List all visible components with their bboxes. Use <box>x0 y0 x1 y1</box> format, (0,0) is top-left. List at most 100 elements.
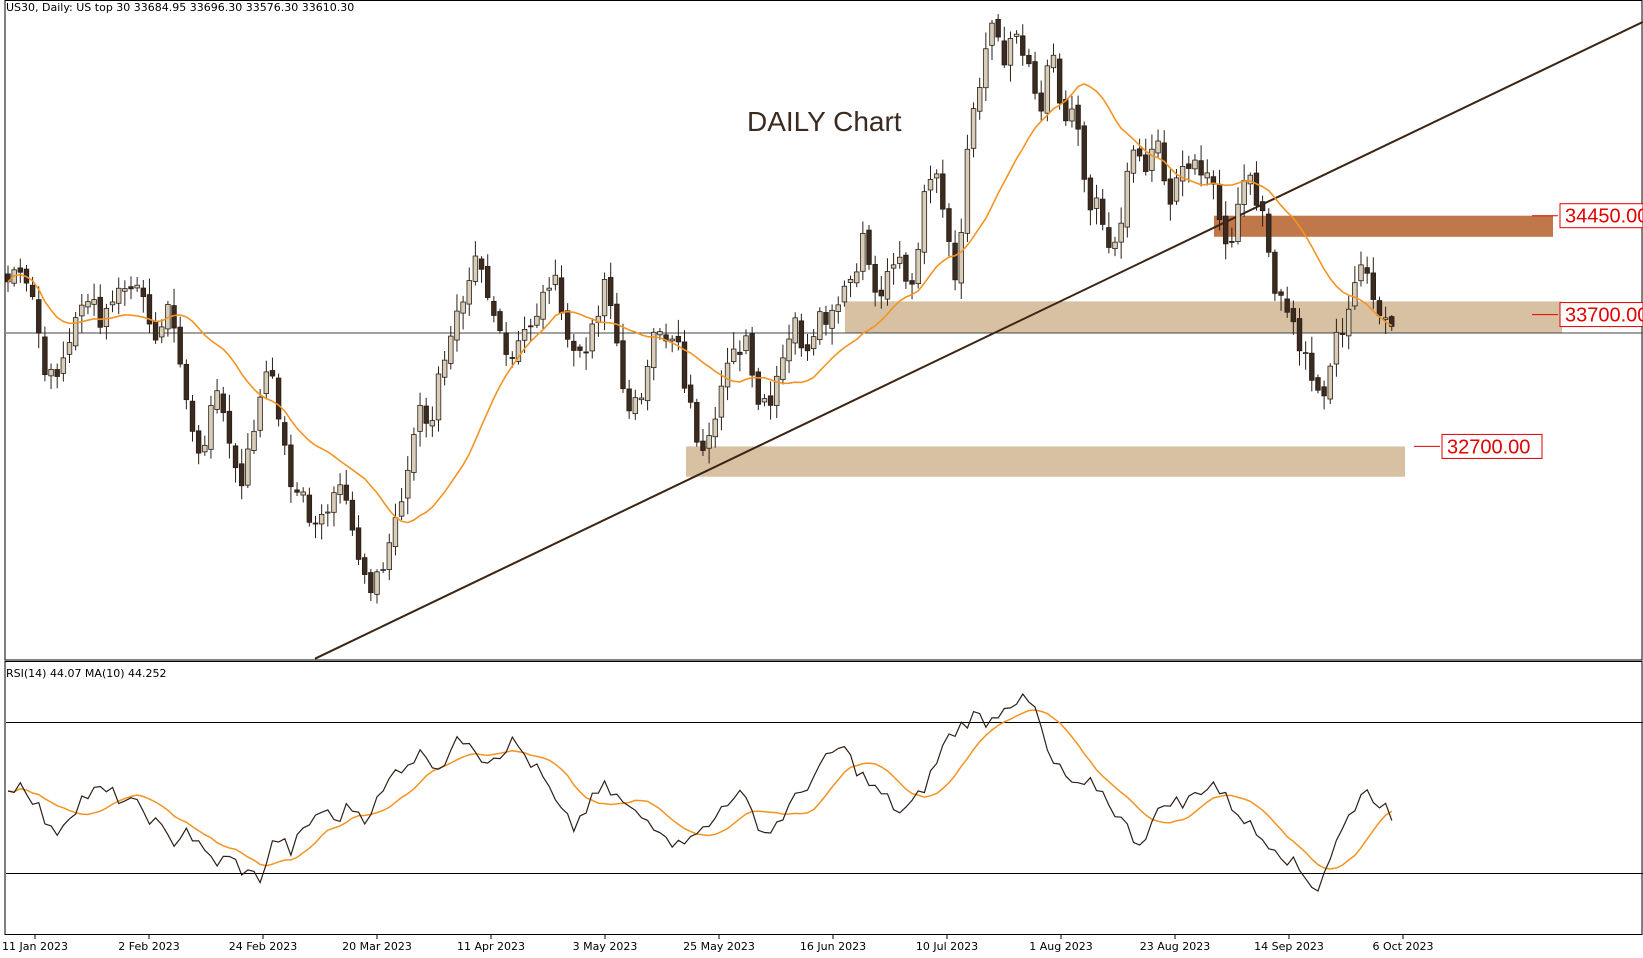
candle-body <box>835 304 841 312</box>
candle-body <box>1333 331 1340 365</box>
candle-body <box>466 280 472 305</box>
candle-body <box>1081 125 1087 180</box>
candle-body <box>1389 316 1395 327</box>
candle-body <box>97 296 103 328</box>
candle-body <box>897 256 903 264</box>
candle-body <box>116 287 122 304</box>
candle-body <box>952 242 958 281</box>
candle-body <box>946 208 952 242</box>
x-tick-label: 1 Aug 2023 <box>1029 940 1092 953</box>
ma-line <box>7 83 1393 524</box>
candle-body <box>472 255 479 282</box>
candle-body <box>755 371 761 405</box>
candle-body <box>700 440 706 451</box>
candle-body <box>85 301 91 308</box>
candle-body <box>534 315 540 326</box>
rsi-panel-frame <box>4 661 1643 935</box>
candle-body <box>411 434 417 473</box>
candle-body <box>343 484 349 501</box>
candle-body <box>478 258 485 270</box>
candle-body <box>528 325 534 328</box>
candle-body <box>318 513 325 525</box>
candle-body <box>767 395 774 406</box>
candle-body <box>300 491 306 496</box>
candle-body <box>1321 386 1327 397</box>
candle-body <box>325 511 331 514</box>
candle-body <box>251 430 257 451</box>
candle-body <box>1370 272 1376 300</box>
candle-body <box>970 108 977 149</box>
trendline <box>314 21 1643 660</box>
candle-body <box>368 572 374 594</box>
candle-body <box>731 348 737 362</box>
candle-body <box>921 191 928 253</box>
rsi-line <box>7 692 1393 892</box>
candle-body <box>36 299 42 334</box>
candle-body <box>1192 159 1198 170</box>
candle-body <box>220 393 226 414</box>
candle-body <box>232 445 239 469</box>
candle-body <box>1296 318 1303 352</box>
candle-body <box>1253 172 1260 206</box>
x-tick-label: 2 Feb 2023 <box>118 940 179 953</box>
candle-body <box>1087 177 1094 211</box>
candle-body <box>392 517 399 547</box>
candle-body <box>540 291 546 320</box>
candle-body <box>1069 108 1075 122</box>
candle-body <box>1130 149 1137 174</box>
rsi-ma-line <box>7 709 1393 870</box>
candle-body <box>29 284 36 298</box>
candle-body <box>1346 308 1352 337</box>
candle-body <box>103 308 110 328</box>
candle-body <box>72 317 79 347</box>
candle-body <box>1155 140 1161 154</box>
candle-body <box>386 542 392 570</box>
candle-body <box>1247 174 1253 185</box>
candle-body <box>1124 170 1130 228</box>
candle-body <box>331 492 337 513</box>
candle-body <box>1358 264 1364 282</box>
candle-body <box>1013 33 1020 37</box>
candle-body <box>657 331 663 336</box>
candle-body <box>405 469 411 499</box>
candles-group <box>5 14 1395 604</box>
candle-body <box>448 335 454 364</box>
candle-body <box>1020 35 1026 56</box>
candle-body <box>460 301 466 314</box>
rsi-info: RSI(14) 44.07 MA(10) 44.252 <box>6 667 167 680</box>
candle-body <box>1063 99 1069 122</box>
candle-body <box>1093 197 1100 209</box>
candle-body <box>1026 55 1032 65</box>
candle-body <box>214 390 220 410</box>
candle-body <box>177 326 183 365</box>
candle-body <box>263 371 269 394</box>
candle-body <box>202 444 208 453</box>
candle-body <box>435 373 442 421</box>
candle-body <box>1007 38 1014 66</box>
candle-body <box>718 385 725 418</box>
candle-body <box>1352 282 1358 307</box>
candle-body <box>1309 352 1315 381</box>
candle-body <box>134 284 140 289</box>
candle-body <box>669 338 675 342</box>
candle-body <box>429 420 436 427</box>
candle-body <box>484 265 491 298</box>
candle-body <box>17 267 23 273</box>
candle-body <box>620 340 626 390</box>
x-tick-label: 16 Jun 2023 <box>800 940 866 953</box>
candle-body <box>1167 178 1174 205</box>
candle-body <box>706 435 712 449</box>
candle-body <box>1229 241 1235 243</box>
candle-body <box>79 304 85 317</box>
level-label-box-34450.00 <box>1559 203 1643 229</box>
candle-body <box>872 263 878 293</box>
candle-body <box>294 489 300 493</box>
candle-body <box>964 148 971 234</box>
candle-body <box>909 280 915 285</box>
candle-body <box>577 346 583 351</box>
candle-body <box>792 317 798 344</box>
candle-body <box>257 396 263 431</box>
candle-body <box>810 336 817 350</box>
candle-body <box>515 340 522 362</box>
